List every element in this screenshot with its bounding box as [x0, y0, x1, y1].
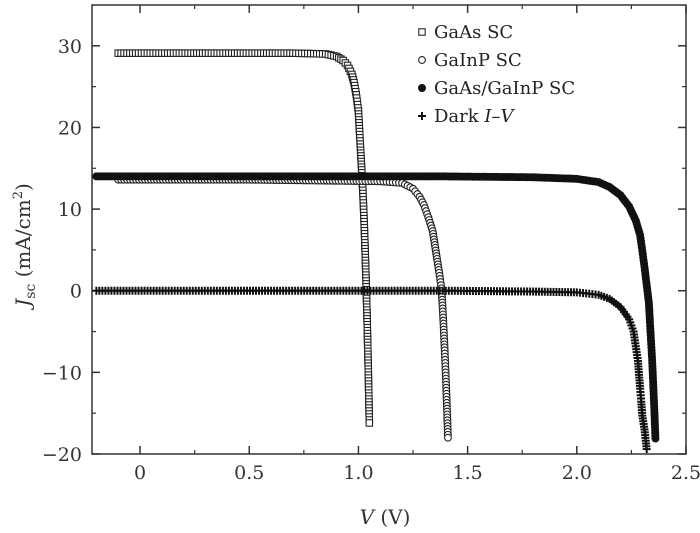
x-axis-ticks: 0 0.5 1.0 1.5 2.0 2.5 — [134, 5, 700, 484]
x-tick-label: 2.5 — [671, 462, 700, 484]
legend-label: GaAs/GaInP SC — [434, 78, 575, 99]
legend-label: GaInP SC — [434, 50, 522, 71]
legend-marker — [418, 56, 426, 64]
y-axis-ticks: −20 −10 0 10 20 30 — [42, 36, 686, 466]
plot-frame — [91, 4, 687, 455]
x-tick-label: 1.0 — [343, 462, 373, 484]
y-axis-title: Jsc (mA/cm2) — [11, 183, 39, 311]
series-plus — [92, 286, 651, 454]
data-point — [651, 434, 660, 443]
x-tick-label: 2.0 — [562, 462, 592, 484]
series-circle-open — [114, 175, 452, 442]
legend: GaAs SC GaInP SC GaAs/GaInP SC Dark I–V — [418, 22, 575, 127]
legend-label: GaAs SC — [434, 22, 513, 43]
series-square-open — [114, 49, 374, 427]
y-tick-label: −10 — [42, 362, 82, 384]
x-axis-title: V (V) — [360, 505, 411, 529]
data-point — [444, 433, 452, 442]
series-layer — [92, 49, 660, 454]
y-tick-label: 20 — [58, 117, 82, 139]
x-tick-label: 0.5 — [234, 462, 264, 484]
x-tick-label: 0 — [134, 462, 146, 484]
plot-border — [91, 4, 687, 455]
data-point — [365, 419, 374, 427]
legend-marker — [418, 84, 426, 92]
y-tick-label: 30 — [58, 36, 82, 58]
series-circle-filled — [92, 172, 660, 443]
legend-item: GaAs/GaInP SC — [418, 78, 575, 99]
x-tick-label: 1.5 — [453, 462, 483, 484]
legend-label: Dark I–V — [434, 106, 516, 127]
legend-item: GaInP SC — [418, 50, 522, 71]
data-point — [642, 445, 651, 454]
legend-marker — [418, 28, 426, 36]
legend-marker — [418, 112, 426, 120]
legend-item: GaAs SC — [418, 22, 513, 43]
y-tick-label: 10 — [58, 199, 82, 221]
y-tick-label: −20 — [42, 444, 82, 466]
y-tick-label: 0 — [70, 281, 82, 303]
legend-item: Dark I–V — [418, 106, 516, 127]
